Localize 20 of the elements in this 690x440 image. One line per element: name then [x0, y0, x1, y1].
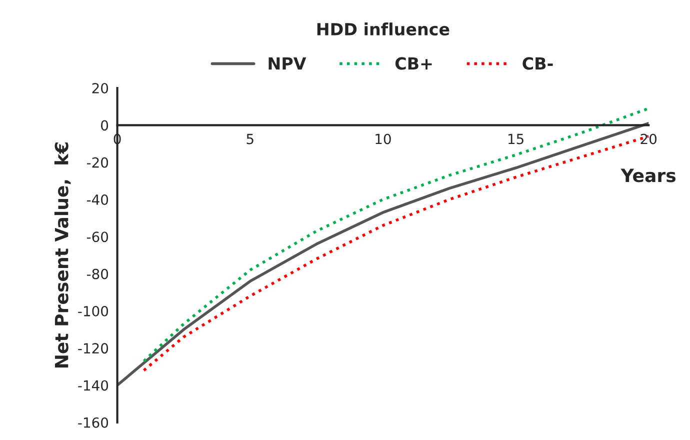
y-tick-label: -140 [78, 380, 108, 391]
legend-label: CB+ [395, 57, 432, 70]
x-tick-label: 20 [640, 134, 657, 144]
x-tick-label: 5 [246, 134, 254, 144]
y-tick-label: -60 [86, 232, 108, 242]
x-tick-label: 10 [376, 134, 391, 144]
x-tick-label: 15 [508, 134, 524, 144]
chart-title: HDD influence [317, 22, 450, 36]
y-tick-label: -20 [86, 157, 108, 168]
legend-label: NPV [268, 57, 306, 70]
y-tick-label: -160 [78, 417, 108, 428]
y-tick-label: 0 [101, 120, 108, 131]
x-axis-title: Years [620, 168, 676, 182]
y-tick-label: 20 [92, 82, 108, 94]
y-tick-label: -120 [78, 343, 108, 354]
y-axis-title: Net Present Value, k€ [54, 142, 71, 368]
y-tick-label: -100 [78, 306, 108, 316]
y-tick-label: -40 [86, 194, 108, 205]
legend-label: CB- [522, 57, 553, 70]
y-tick-label: -80 [86, 268, 108, 280]
